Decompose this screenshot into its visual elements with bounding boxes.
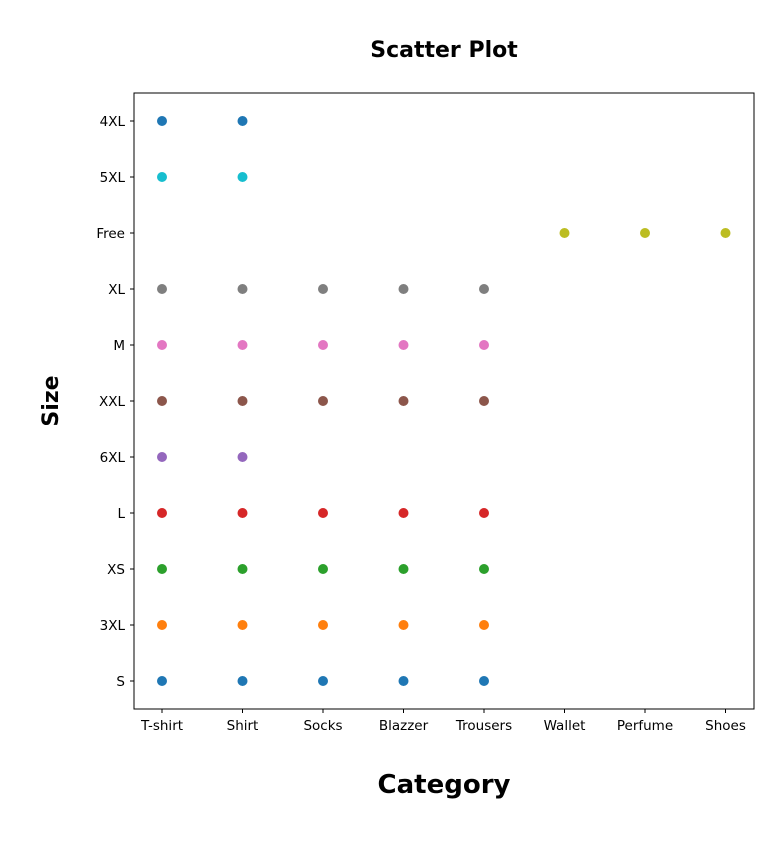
x-tick-label: Shirt: [227, 718, 259, 734]
data-point: [318, 620, 328, 630]
data-point: [237, 396, 248, 406]
y-axis-label: Size: [39, 375, 64, 426]
plot-frame: [133, 92, 755, 710]
data-point: [398, 396, 409, 406]
data-point: [640, 228, 650, 238]
y-tick-label: XXL: [99, 394, 125, 410]
data-point: [479, 676, 489, 686]
y-tick-label: M: [113, 338, 125, 354]
data-point: [157, 116, 167, 126]
data-point: [157, 620, 167, 630]
x-tick-label: Wallet: [544, 718, 586, 734]
data-point: [479, 620, 489, 630]
data-point: [157, 564, 167, 574]
data-point: [318, 508, 328, 518]
data-point: [157, 172, 167, 182]
data-point: [237, 116, 248, 126]
data-point: [398, 564, 409, 574]
y-tick-label: XS: [107, 562, 125, 578]
data-point: [157, 284, 167, 294]
x-tick-label: Trousers: [455, 718, 512, 734]
data-point: [157, 508, 167, 518]
y-tick-label: 5XL: [100, 170, 126, 186]
data-point: [720, 228, 731, 238]
data-point: [398, 284, 409, 294]
x-axis-label: Category: [378, 770, 511, 800]
data-point: [237, 508, 248, 518]
data-point: [318, 340, 328, 350]
data-point: [318, 564, 328, 574]
data-point: [157, 452, 167, 462]
data-point: [479, 508, 489, 518]
data-point: [318, 396, 328, 406]
data-point: [398, 676, 409, 686]
plot-area: T-shirt Shirt Socks Blazzer Trousers Wallet Pe…: [96, 92, 755, 734]
y-tick-label: 3XL: [100, 618, 126, 634]
data-point: [318, 284, 328, 294]
y-tick-label: 4XL: [100, 114, 126, 130]
y-tick-label: L: [117, 506, 125, 522]
data-point: [479, 284, 489, 294]
data-point: [479, 340, 489, 350]
data-point: [237, 676, 248, 686]
data-point: [479, 396, 489, 406]
data-point: [157, 340, 167, 350]
chart-title: Scatter Plot: [370, 38, 518, 63]
x-tick-label: Blazzer: [379, 718, 429, 734]
x-tick-label: Perfume: [617, 718, 673, 734]
data-point: [157, 396, 167, 406]
y-tick-label: 6XL: [100, 450, 126, 466]
data-point: [318, 676, 328, 686]
x-tick-label: Shoes: [705, 718, 746, 734]
data-point: [479, 564, 489, 574]
data-point: [237, 284, 248, 294]
data-point: [398, 620, 409, 630]
x-tick-label: Socks: [303, 718, 342, 734]
y-tick-label: XL: [108, 282, 125, 298]
data-point: [559, 228, 570, 238]
data-point: [398, 508, 409, 518]
data-point: [237, 452, 248, 462]
y-tick-label: Free: [96, 226, 125, 242]
y-tick-label: S: [116, 674, 125, 690]
data-point: [157, 676, 167, 686]
data-point: [237, 172, 248, 182]
data-point: [237, 620, 248, 630]
x-tick-label: T-shirt: [140, 718, 183, 734]
data-point: [398, 340, 409, 350]
data-point: [237, 340, 248, 350]
data-point: [237, 564, 248, 574]
